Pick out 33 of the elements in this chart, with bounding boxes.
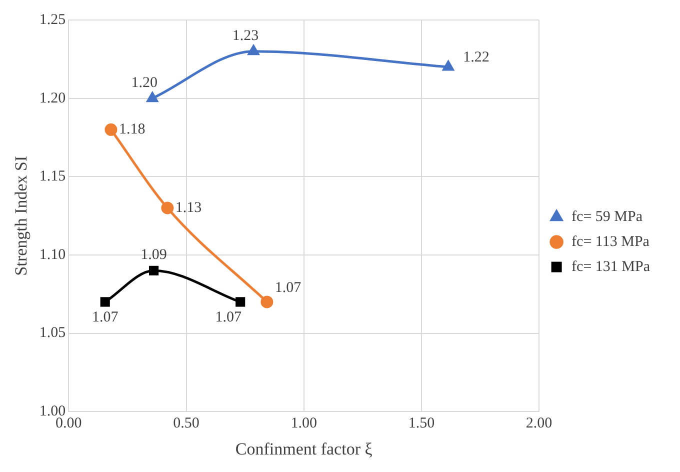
x-axis-title: Confinment factor ξ (235, 439, 373, 458)
x-tick-label: 0.50 (173, 416, 200, 432)
data-label: 1.07 (274, 280, 302, 296)
point (248, 45, 260, 56)
data-label: 1.22 (463, 49, 490, 66)
legend-label: fc= 113 MPa (572, 234, 650, 250)
data-label: 1.07 (92, 309, 119, 326)
x-tick-label: 1.00 (290, 416, 317, 432)
x-tick-label: 1.50 (408, 416, 435, 432)
legend-label: fc= 131 MPa (572, 258, 650, 275)
point (260, 296, 274, 308)
y-tick-label: 1.15 (39, 168, 66, 185)
y-tick-label: 1.10 (39, 246, 66, 263)
y-tick-label: 1.25 (39, 12, 66, 28)
data-label: 1.09 (140, 247, 167, 264)
y-tick-label: 1.05 (39, 325, 66, 342)
data-label: 1.13 (175, 200, 202, 216)
point (100, 297, 110, 307)
point (236, 297, 246, 307)
x-tick-label: 0.00 (56, 416, 82, 432)
y-axis-title: Strength Index SI (12, 156, 31, 276)
data-label: 1.20 (131, 74, 158, 91)
data-label: 1.07 (215, 309, 242, 326)
point (104, 123, 118, 136)
x-tick-label: 2.00 (526, 416, 552, 432)
y-tick-label: 1.20 (39, 90, 66, 106)
point (161, 202, 174, 214)
point (146, 92, 158, 102)
data-label: 1.18 (118, 122, 146, 138)
point (442, 60, 454, 71)
data-label: 1.23 (232, 28, 259, 44)
point (149, 266, 159, 276)
legend-label: fc= 59 MPa (572, 208, 643, 225)
